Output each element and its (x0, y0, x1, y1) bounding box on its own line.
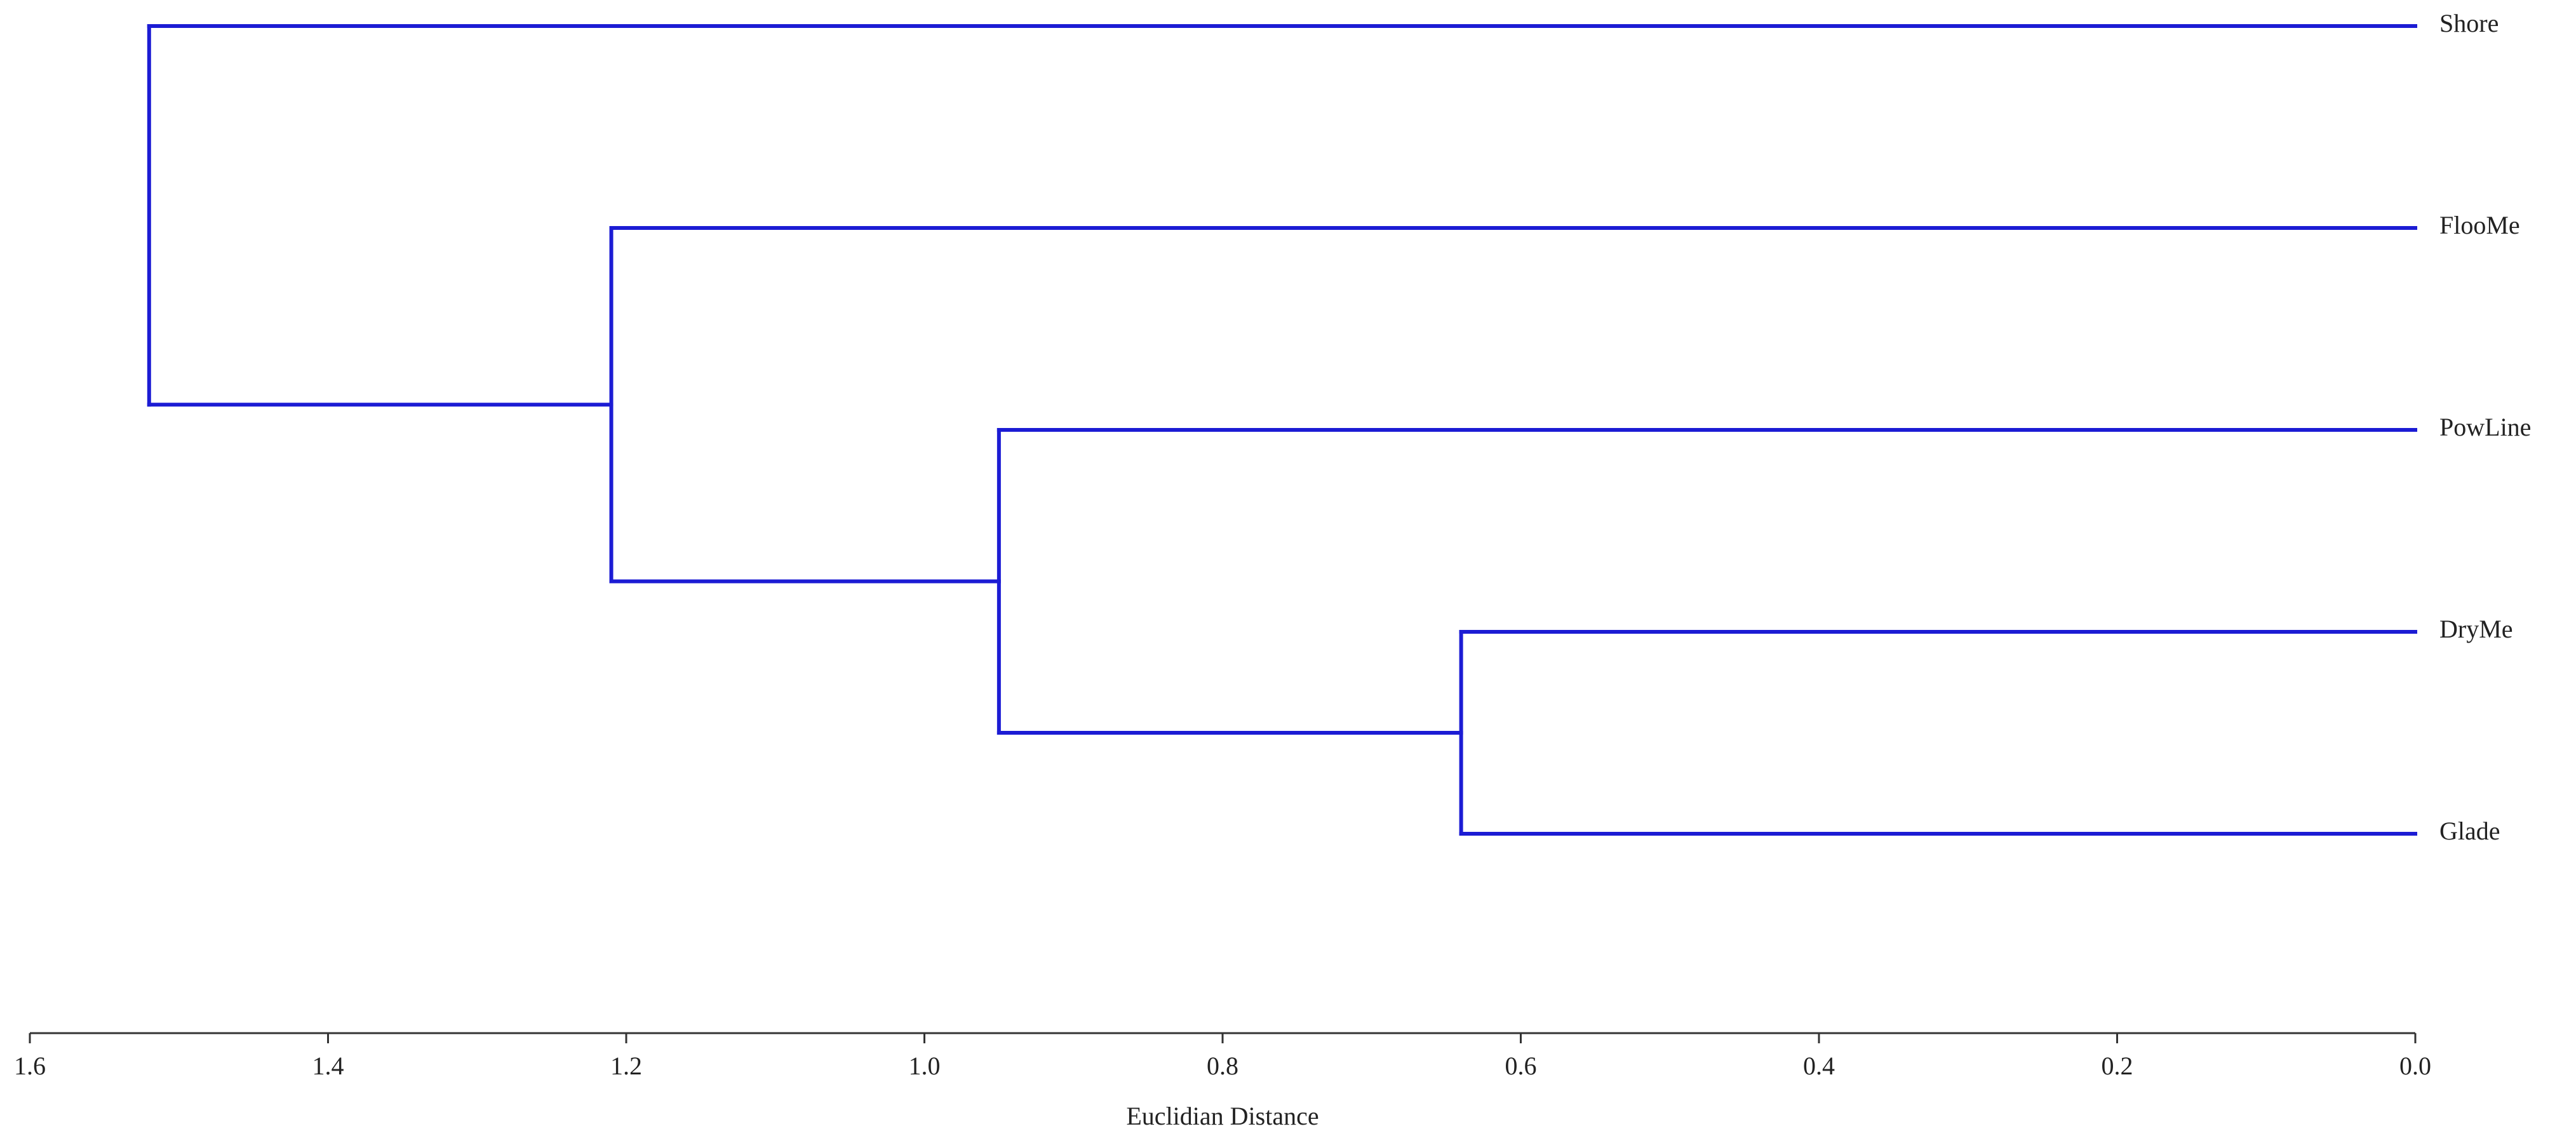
x-tick-label: 0.0 (2399, 1052, 2431, 1080)
x-tick-label: 1.0 (909, 1052, 941, 1080)
x-tick-label: 1.6 (14, 1052, 46, 1080)
leaf-label: Glade (2439, 817, 2500, 845)
leaf-label: PowLine (2439, 413, 2531, 441)
x-tick-label: 0.6 (1505, 1052, 1537, 1080)
x-tick-label: 1.2 (610, 1052, 642, 1080)
x-tick-label: 0.4 (1803, 1052, 1835, 1080)
x-axis-label: Euclidian Distance (1126, 1102, 1318, 1130)
x-tick-label: 1.4 (312, 1052, 344, 1080)
leaf-label: Shore (2439, 9, 2499, 37)
leaf-label: FlooMe (2439, 211, 2520, 239)
leaf-label: DryMe (2439, 615, 2513, 643)
x-tick-label: 0.2 (2102, 1052, 2133, 1080)
x-tick-label: 0.8 (1207, 1052, 1238, 1080)
